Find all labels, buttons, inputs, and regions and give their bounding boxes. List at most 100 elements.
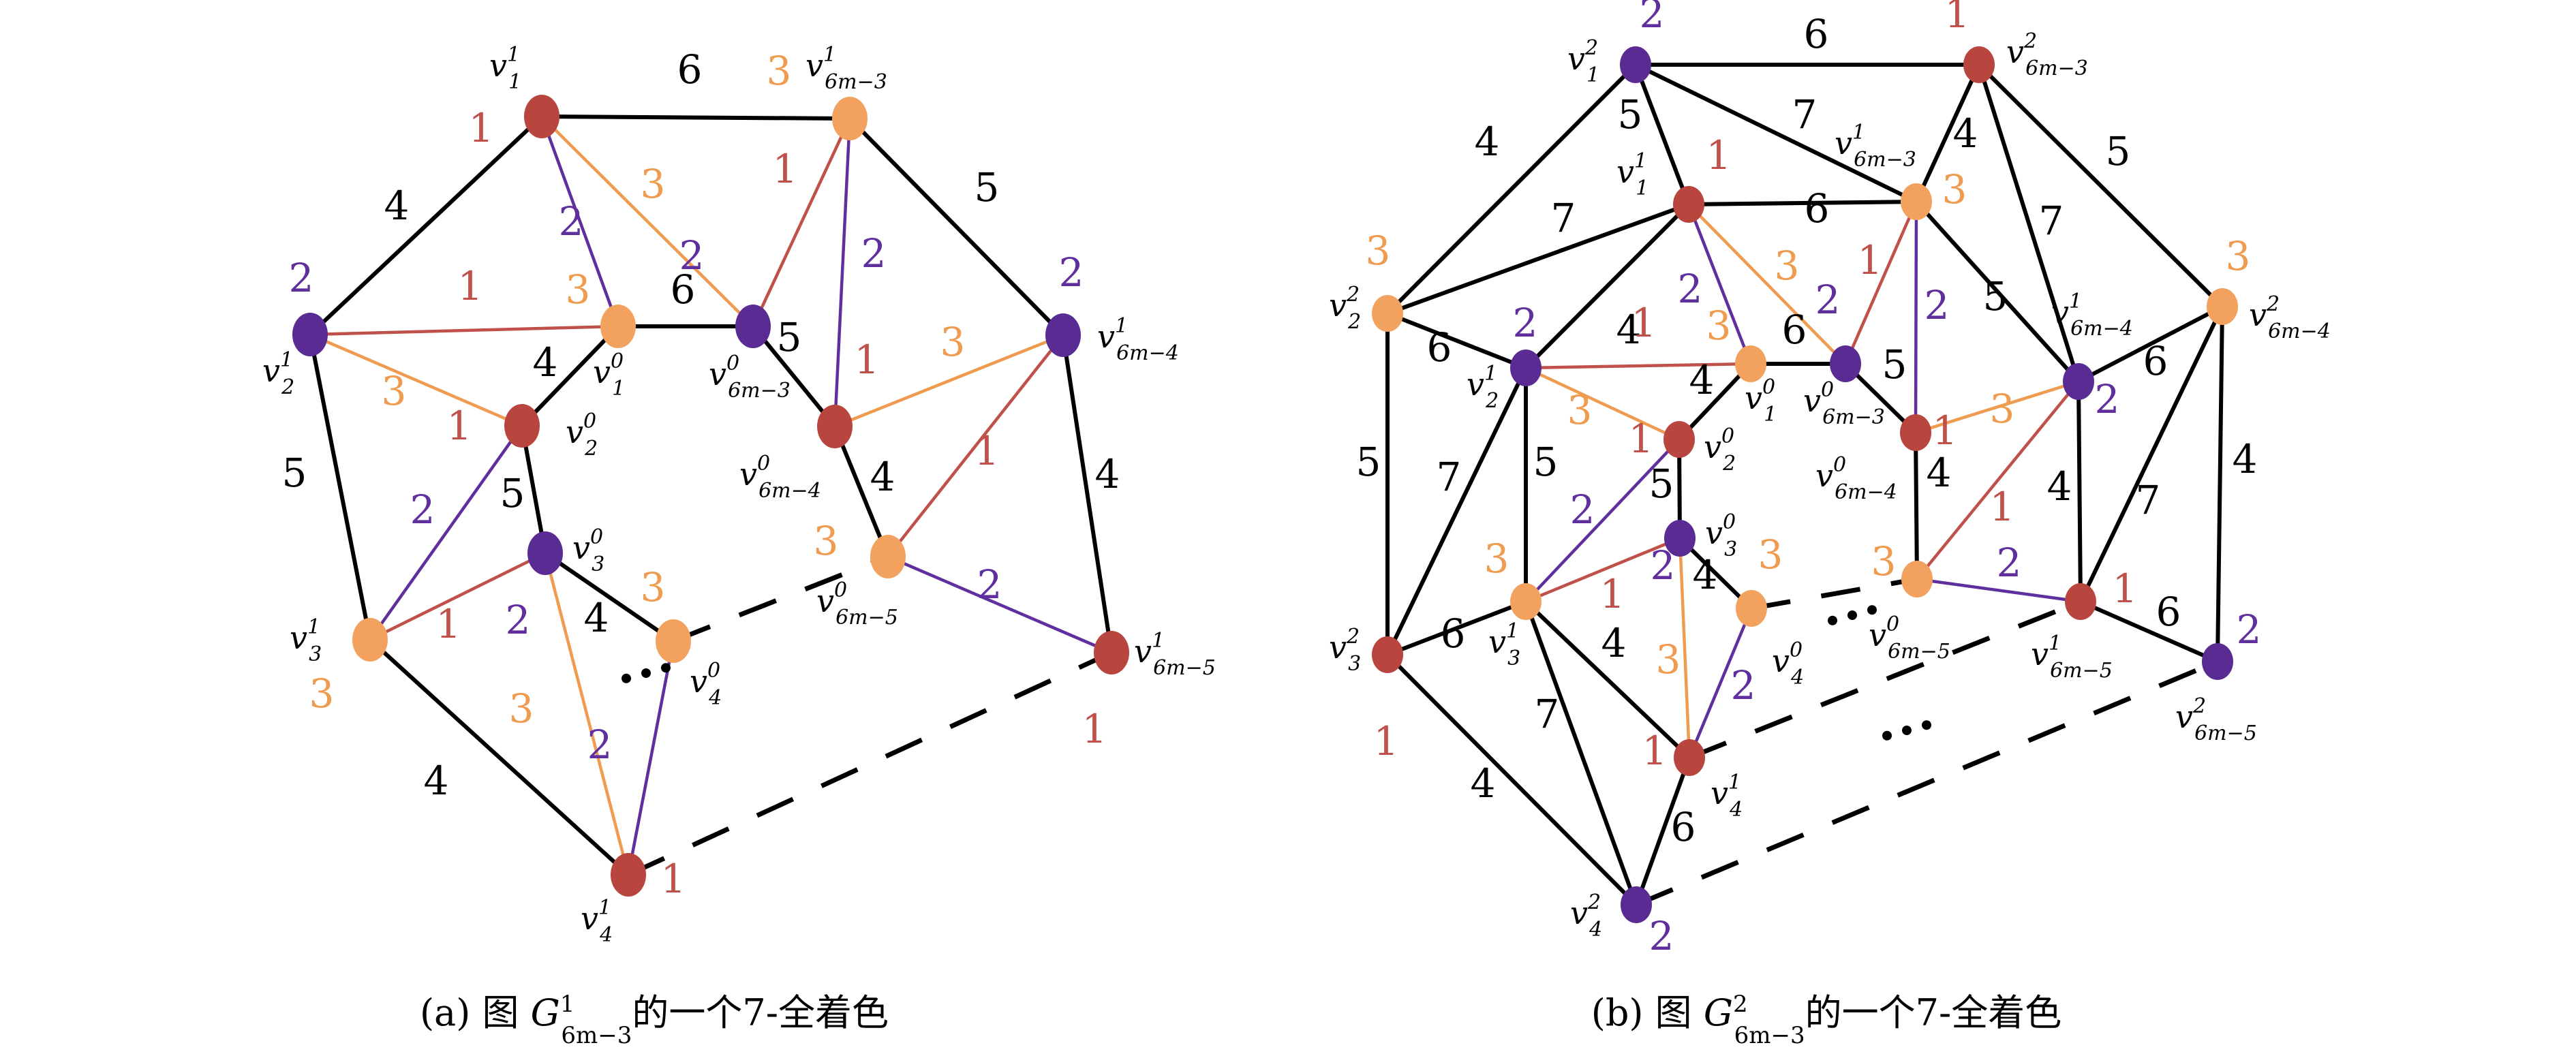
edge-color-label: 5: [1533, 439, 1559, 485]
edge-v1_6m4-v0_6m4: [1915, 379, 2079, 435]
edge-color-label: 2: [1997, 540, 2022, 586]
edge-v1_6m5-v2_6m5: [2079, 600, 2219, 664]
continuation-dots: [1882, 720, 1931, 741]
edge-v1_6m4-v0_6m5: [887, 334, 1064, 558]
node-name-v0_1: v0 1: [593, 350, 625, 401]
edge-v1_6m4-v2_6m4: [2077, 305, 2224, 384]
edge-color-label: 5: [975, 164, 1000, 211]
edge-v1_6m3-v0_6m3: [751, 118, 852, 327]
edge-v1_2-v0_2: [1525, 366, 1680, 441]
edge-v2_1-v1_6m3: [1634, 63, 1918, 204]
dot: [1882, 730, 1892, 741]
node-name-v0_2: v0 2: [1704, 424, 1736, 476]
node-name-v0_6m5: v0 6m−5: [816, 578, 898, 630]
edge-v2_6m3-v1_6m3: [1914, 63, 1981, 203]
edge-color-label: 7: [2136, 477, 2161, 523]
dot: [641, 668, 651, 678]
node-name-v1_4: v1 4: [1711, 771, 1743, 822]
edge-color-label: 5: [1356, 439, 1381, 485]
edge-v0_1-v0_2: [520, 324, 620, 428]
edge-color-label: 7: [1535, 691, 1560, 737]
edge-color-label: 2: [410, 486, 435, 533]
edge-v0_1-v0_2: [1677, 362, 1753, 441]
edge-color-label: 3: [509, 685, 534, 732]
edge-color-label: 2: [1570, 486, 1595, 533]
edge-v2_4-v1_4: [1634, 756, 1691, 906]
edge-v2_2-v1_1: [1386, 202, 1690, 315]
node-color-label-v1_2: 2: [289, 255, 314, 301]
edge-v1_6m4-v0_6m4: [834, 333, 1064, 429]
edge-v1_2-v0_1: [309, 324, 619, 337]
node-name-v1_6m4: v1 6m−4: [1097, 314, 1179, 365]
edge-color-label: 4: [1953, 110, 1978, 157]
dot: [1867, 605, 1877, 615]
edge-color-label: 6: [671, 266, 696, 313]
edge-v1_3-v1_4: [1524, 600, 1691, 760]
node-color-label-v1_6m4: 2: [2095, 376, 2120, 422]
node-v0_3: [1664, 520, 1696, 557]
edge-color-label: 2: [977, 561, 1002, 608]
edge-v0_4-v0_6m5: [1751, 576, 1918, 611]
edge-color-label: 6: [1782, 307, 1807, 353]
node-v1_1: [524, 95, 559, 138]
edge-color-label: 5: [1618, 91, 1643, 138]
edge-v0_3-v0_4: [544, 551, 675, 643]
dashed-edges: [1635, 576, 2219, 907]
edge-color-label: 5: [1882, 341, 1907, 388]
node-v0_4: [656, 619, 691, 663]
edge-v2_3-v1_2: [1385, 367, 1528, 656]
node-name-v0_4: v0 4: [1772, 638, 1804, 689]
edge-v1_1-v0_1: [540, 116, 620, 327]
edge-v1_1-v1_6m3: [1688, 200, 1917, 206]
edge-color-label: 4: [1616, 307, 1642, 353]
edge-v1_6m4-v0_6m5: [1916, 380, 2080, 580]
node-color-label-v0_6m5: 3: [1871, 538, 1897, 585]
edge-v2_1-v1_1: [1634, 63, 1691, 206]
node-v0_6m3: [735, 305, 771, 348]
node-color-label-v0_3: 2: [1651, 542, 1676, 589]
edge-v1_1-v1_2: [308, 114, 544, 337]
edge-v1_4-v0_4: [1687, 608, 1753, 758]
node-v1_6m5: [2065, 583, 2096, 620]
edge-color-label: 6: [677, 46, 703, 93]
edge-color-label: 1: [773, 146, 798, 192]
node-color-label-v2_4: 2: [1649, 913, 1674, 959]
edge-color-label: 3: [940, 319, 966, 365]
edge-color-label: 4: [1471, 760, 1496, 807]
edge-color-label: 7: [1437, 454, 1462, 500]
node-color-label-v1_2: 2: [1513, 300, 1538, 346]
edge-v1_6m3-v0_6m3: [1843, 201, 1918, 364]
edge-color-label: 5: [282, 450, 307, 496]
node-v2_6m5: [2202, 643, 2233, 680]
edge-color-label: 4: [1475, 119, 1500, 165]
node-v2_2: [1372, 295, 1403, 332]
edge-color-label: 4: [1927, 450, 1952, 496]
black-edges: [308, 114, 1114, 877]
node-name-v0_2: v0 2: [566, 409, 598, 461]
edge-v0_6m4-v0_6m5: [1914, 432, 1919, 580]
node-name-v2_3: v2 3: [1329, 625, 1361, 676]
edge-v1_3-v1_4: [368, 638, 630, 877]
edge-color-label: 5: [1649, 461, 1674, 507]
node-color-label-v1_4: 1: [661, 856, 686, 902]
edge-v2_2-v1_2: [1386, 311, 1527, 370]
edge-color-label: 3: [1656, 636, 1681, 683]
node-name-v1_6m5: v1 6m−5: [2031, 632, 2113, 683]
node-v2_6m4: [2207, 288, 2238, 325]
node-color-label-v0_2: 1: [1629, 416, 1654, 462]
node-name-v0_6m3: v0 6m−3: [1803, 378, 1885, 429]
node-name-v2_2: v2 2: [1329, 283, 1361, 334]
node-name-v2_1: v2 1: [1567, 36, 1599, 87]
edge-color-label: 5: [1983, 273, 2008, 320]
edge-color-label: 4: [1693, 552, 1718, 598]
node-name-v1_1: v1 1: [1616, 149, 1649, 200]
edge-v2_3-v2_4: [1385, 653, 1638, 907]
edge-v1_6m5-v0_6m5: [1916, 577, 2081, 604]
edge-v1_6m3-v1_6m4: [848, 117, 1065, 337]
edge-color-label: 6: [1441, 610, 1466, 657]
node-color-label-v0_1: 3: [1706, 302, 1732, 349]
edge-color-label: 4: [1601, 620, 1627, 666]
edge-v0_4-v0_6m5: [672, 554, 889, 644]
node-color-label-v0_4: 3: [1758, 531, 1783, 578]
